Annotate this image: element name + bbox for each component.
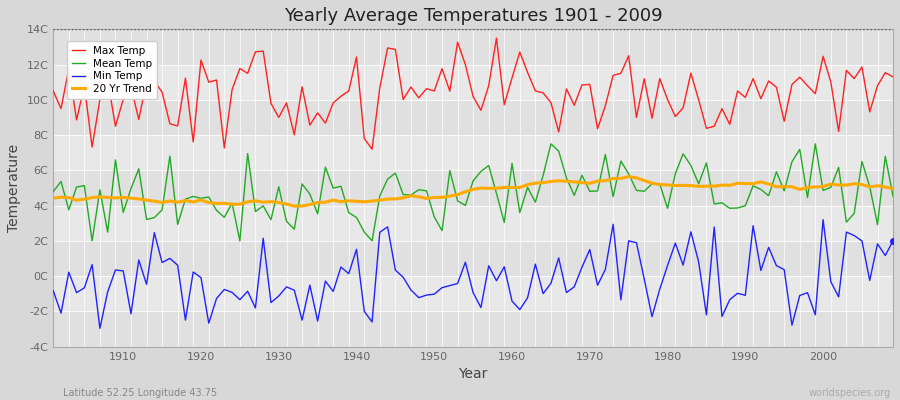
Title: Yearly Average Temperatures 1901 - 2009: Yearly Average Temperatures 1901 - 2009 bbox=[284, 7, 662, 25]
Bar bbox=[53, 29, 893, 64]
Text: Latitude 52.25 Longitude 43.75: Latitude 52.25 Longitude 43.75 bbox=[63, 388, 217, 398]
Bar bbox=[53, 206, 893, 241]
Bar bbox=[53, 100, 893, 135]
Bar bbox=[53, 311, 893, 347]
Bar bbox=[53, 170, 893, 206]
Bar bbox=[53, 241, 893, 276]
Legend: Max Temp, Mean Temp, Min Temp, 20 Yr Trend: Max Temp, Mean Temp, Min Temp, 20 Yr Tre… bbox=[67, 41, 158, 99]
Bar bbox=[53, 135, 893, 170]
Text: worldspecies.org: worldspecies.org bbox=[809, 388, 891, 398]
X-axis label: Year: Year bbox=[458, 367, 488, 381]
Bar bbox=[53, 276, 893, 311]
Bar bbox=[53, 64, 893, 100]
Y-axis label: Temperature: Temperature bbox=[7, 144, 21, 232]
